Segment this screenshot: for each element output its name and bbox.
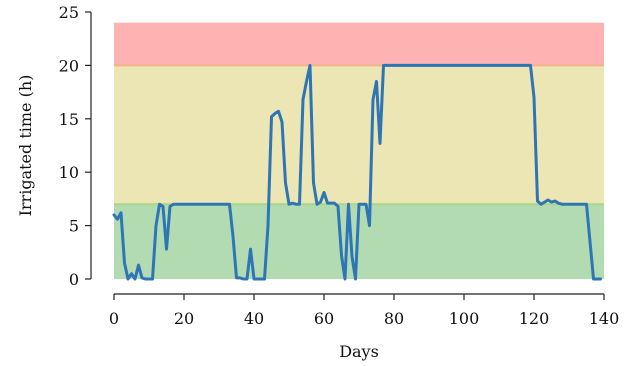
y-ticks: 0 5 10 15 20 25 <box>59 3 91 289</box>
y-tick-label: 25 <box>59 3 79 22</box>
y-tick-label: 0 <box>69 270 79 289</box>
y-tick-label: 15 <box>59 110 79 129</box>
axes <box>90 12 604 295</box>
series-line <box>112 63 602 281</box>
y-tick-label: 10 <box>59 163 79 182</box>
high-band <box>114 22 604 66</box>
x-tick-label: 40 <box>244 309 264 328</box>
threshold-bands <box>114 22 604 279</box>
x-ticks: 0 20 40 60 80 100 120 140 <box>109 294 619 328</box>
y-tick-label: 20 <box>59 56 79 75</box>
series-layer <box>112 63 602 281</box>
x-tick-label: 20 <box>174 309 194 328</box>
x-axis-title: Days <box>339 342 379 361</box>
x-tick-label: 120 <box>519 309 550 328</box>
x-tick-label: 100 <box>449 309 480 328</box>
x-tick-label: 0 <box>109 309 119 328</box>
y-axis-title: Irrigated time (h) <box>16 75 35 217</box>
x-tick-label: 60 <box>314 309 334 328</box>
mid-band <box>114 65 604 205</box>
x-tick-label: 140 <box>589 309 620 328</box>
x-tick-label: 80 <box>384 309 404 328</box>
y-tick-label: 5 <box>69 217 79 236</box>
